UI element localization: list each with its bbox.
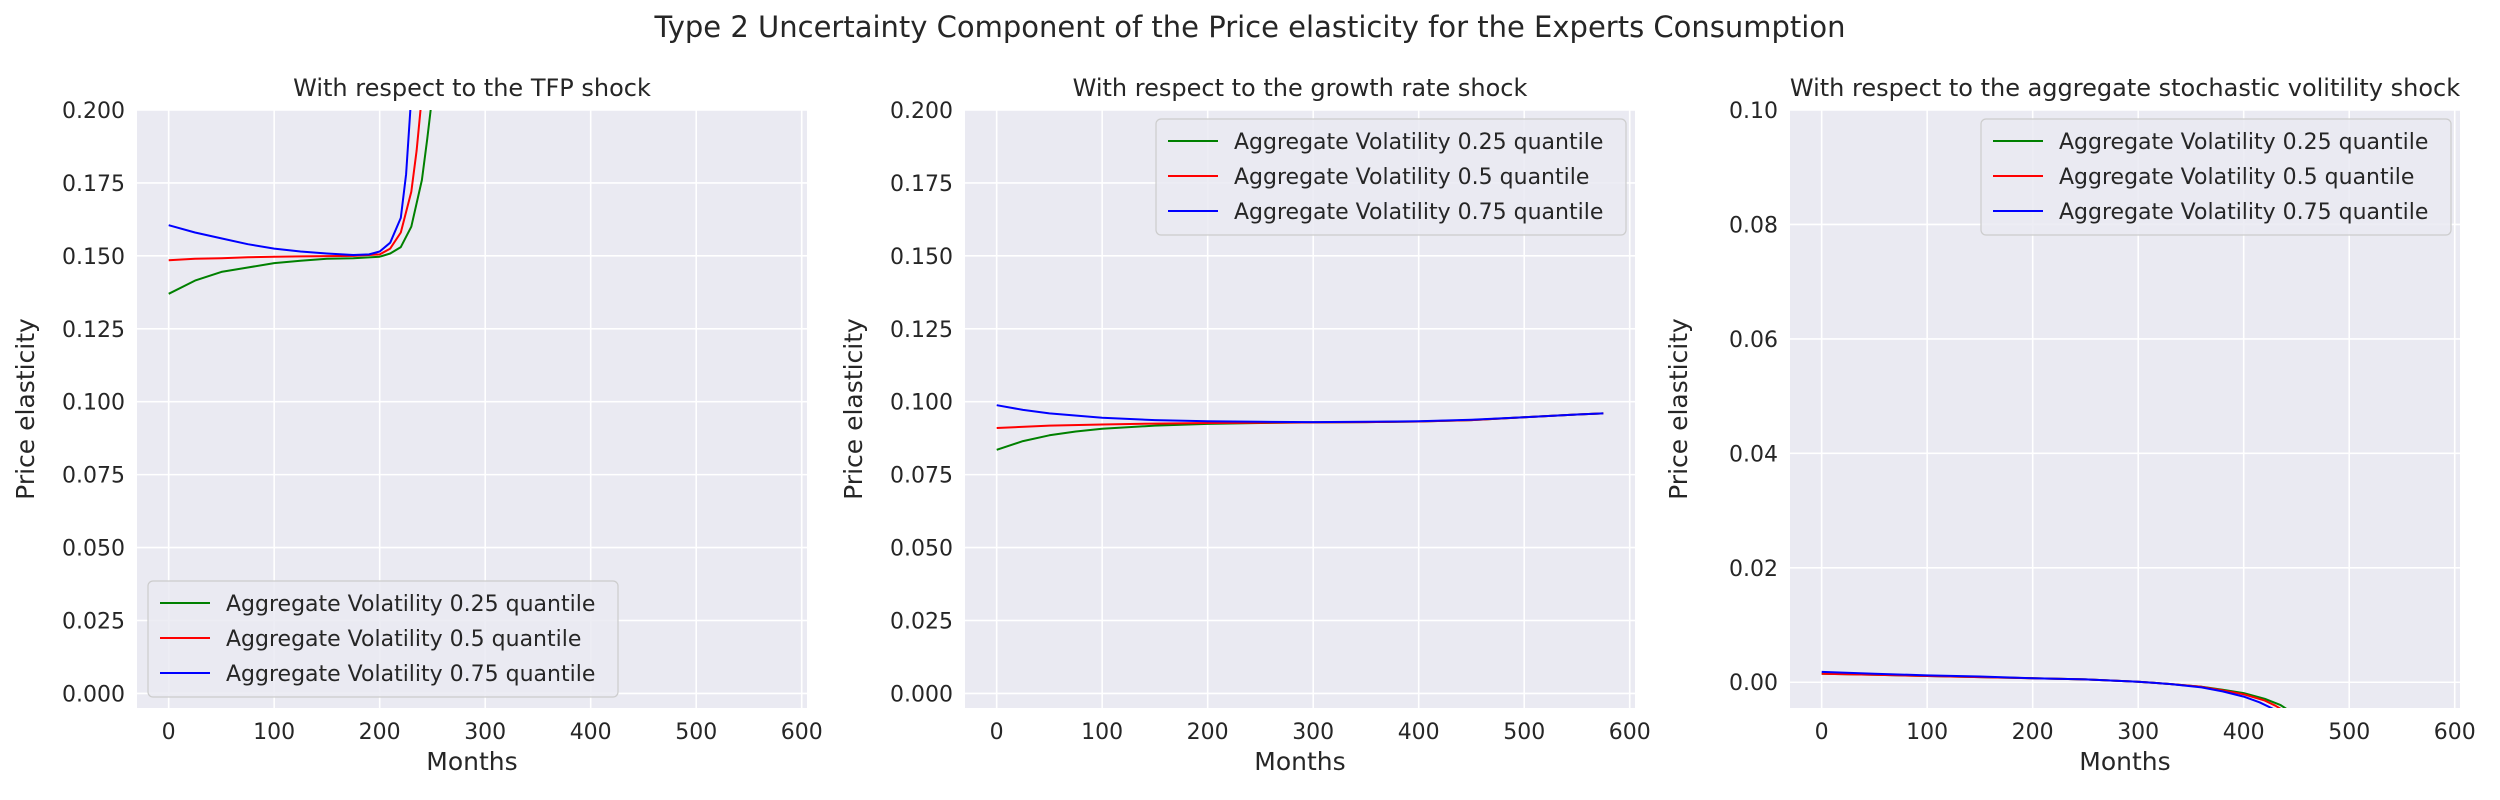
y-tick-label: 0.075 [62,464,125,489]
y-tick-label: 0.025 [62,609,125,634]
y-tick-label: 0.200 [62,99,125,124]
y-axis-label: Price elasticity [11,318,40,500]
subplot-2: 0 100 200 300 400 500 600 0.000 0.025 0.050 0.075 0… [839,74,1651,776]
legend: Aggregate Volatility 0.25 quantile Aggreg… [1980,118,2452,236]
legend-label: Aggregate Volatility 0.5 quantile [1234,165,1589,190]
y-tick-label: 0.10 [1729,99,1778,124]
x-tick-label: 200 [2012,720,2054,745]
series-group [996,404,1604,451]
x-tick-label: 100 [1906,720,1948,745]
y-tick-label: 0.06 [1729,328,1778,353]
series-group [168,110,432,295]
y-tick-label: 0.125 [890,318,953,343]
series-line-1 [168,110,432,295]
x-tick-label: 300 [2117,720,2159,745]
legend-frame [1980,118,2452,236]
x-tick-label: 300 [1292,720,1334,745]
legend-label: Aggregate Volatility 0.75 quantile [2059,200,2428,225]
y-tick-label: 0.000 [890,682,953,707]
y-tick-label: 0.025 [890,609,953,634]
x-tick-label: 200 [359,720,401,745]
legend: Aggregate Volatility 0.25 quantile Aggreg… [147,580,619,698]
x-axis-label: Months [1254,747,1345,776]
legend-label: Aggregate Volatility 0.25 quantile [226,592,595,617]
series-line-3 [1821,670,2274,708]
y-tick-label: 0.02 [1729,557,1778,582]
y-tick-label: 0.175 [890,172,953,197]
y-tick-label: 0.100 [62,391,125,416]
y-tick-label: 0.075 [890,464,953,489]
legend-label: Aggregate Volatility 0.75 quantile [1234,200,1603,225]
y-tick-label: 0.150 [62,245,125,270]
plots-container: 0 100 200 300 400 500 6000.0000.0250.0500.0750… [11,74,2476,776]
legend-frame [1155,118,1627,236]
x-tick-label: 400 [570,720,612,745]
legend: Aggregate Volatility 0.25 quantile Aggreg… [1155,118,1627,236]
x-tick-label: 0 [990,720,1004,745]
legend-label: Aggregate Volatility 0.25 quantile [1234,130,1603,155]
subplot-1: 0 100 200 300 400 500 600 0.000 0.025 0.050 0.075 0… [11,74,823,776]
legend-frame [147,580,619,698]
y-tick-label: 0.000 [62,682,125,707]
y-tick-label: 0.200 [890,99,953,124]
y-tick-label: 0.04 [1729,442,1778,467]
subplot-title: With respect to the TFP shock [293,74,651,102]
subplot-3: 0 100 200 300 400 500 600 0.00 0.02 0.04 0.06 0.08 0… [1664,74,2476,776]
y-tick-label: 0.08 [1729,213,1778,238]
y-axis-label: Price elasticity [1664,318,1693,500]
series-line-3 [168,110,412,256]
x-tick-label: 200 [1187,720,1229,745]
x-axis-label: Months [2079,747,2170,776]
subplot-title: With respect to the growth rate shock [1073,74,1528,102]
series-line-2 [168,110,422,262]
x-tick-label: 0 [1815,720,1829,745]
x-tick-label: 500 [2328,720,2370,745]
x-axis-label: Months [426,747,517,776]
x-tick-label: 400 [1398,720,1440,745]
y-tick-label: 0.125 [62,318,125,343]
x-tick-label: 100 [1081,720,1123,745]
legend-label: Aggregate Volatility 0.25 quantile [2059,130,2428,155]
y-tick-label: 0.150 [890,245,953,270]
x-tick-label: 500 [1503,720,1545,745]
y-tick-label: 0.050 [62,537,125,562]
x-tick-label: 300 [464,720,506,745]
x-tick-label: 600 [781,720,823,745]
subplot-title: With respect to the aggregate stochastic… [1790,74,2460,102]
y-tick-label: 0.050 [890,537,953,562]
figure-suptitle: Type 2 Uncertainty Component of the Pric… [654,10,1846,44]
x-tick-label: 600 [1609,720,1651,745]
legend-label: Aggregate Volatility 0.75 quantile [226,662,595,687]
y-tick-label: 0.00 [1729,671,1778,696]
y-axis-label: Price elasticity [839,318,868,500]
series-line-3 [996,404,1604,424]
legend-label: Aggregate Volatility 0.5 quantile [226,627,581,652]
x-tick-label: 100 [253,720,295,745]
x-tick-label: 500 [675,720,717,745]
x-tick-label: 600 [2434,720,2476,745]
legend-label: Aggregate Volatility 0.5 quantile [2059,165,2414,190]
x-tick-label: 0 [162,720,176,745]
y-tick-label: 0.100 [890,391,953,416]
x-tick-label: 400 [2223,720,2265,745]
series-group [1821,670,2287,708]
y-tick-label: 0.175 [62,172,125,197]
